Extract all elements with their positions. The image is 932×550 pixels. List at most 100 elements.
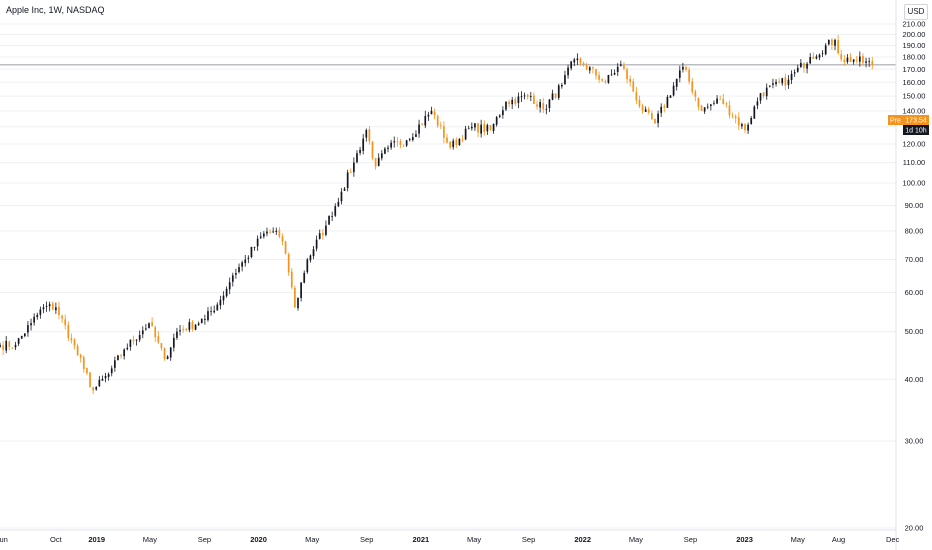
candle-body — [120, 355, 122, 356]
candle-body — [182, 329, 184, 330]
currency-button[interactable]: USD — [904, 4, 928, 20]
candle-body — [362, 138, 365, 151]
candle-body — [619, 64, 622, 66]
candle-body — [253, 246, 256, 248]
candle-body — [470, 126, 473, 129]
candle-body — [526, 94, 529, 97]
candle-body — [855, 59, 858, 61]
time-tick-label: 2021 — [412, 535, 429, 544]
candle-body — [865, 61, 867, 63]
time-axis[interactable]: Jun Oct 2019 May Sep 2020 May Sep 2021 May Sep 2022… — [0, 535, 900, 544]
candle-body — [76, 345, 79, 355]
candle-body — [753, 106, 756, 119]
candle-body — [191, 322, 194, 329]
candle-body — [713, 102, 715, 104]
candle-body — [467, 128, 470, 130]
candle-body — [135, 339, 138, 341]
candle-body — [651, 113, 653, 120]
time-tick-label: May — [305, 535, 319, 544]
candle-body — [14, 344, 17, 348]
price-axis-background — [896, 0, 932, 550]
candle-body — [474, 123, 476, 128]
price-tick-label: 90.00 — [905, 201, 924, 210]
candle-body — [837, 40, 839, 54]
candle-body — [517, 96, 520, 104]
candle-body — [275, 230, 278, 233]
candle-body — [387, 147, 389, 149]
candle-body — [297, 297, 299, 309]
candle-body — [95, 387, 98, 390]
candle-body — [678, 70, 681, 78]
candle-body — [638, 100, 641, 107]
candle-body — [601, 78, 604, 81]
candle-body — [675, 78, 678, 87]
candle-body — [862, 55, 864, 63]
candle-body — [337, 201, 340, 207]
candle-body — [89, 372, 91, 387]
price-tick-label: 150.00 — [903, 92, 926, 101]
candle-body — [123, 349, 126, 357]
candle-body — [64, 319, 67, 326]
candle-body — [452, 140, 455, 148]
candle-body — [219, 299, 222, 306]
candle-body — [157, 336, 160, 343]
candle-body — [657, 113, 659, 123]
candle-body — [694, 91, 697, 97]
candle-body — [719, 98, 722, 100]
candle-body — [741, 124, 743, 127]
candle-body — [287, 254, 290, 273]
candle-body — [818, 54, 821, 58]
candle-body — [800, 62, 802, 67]
candle-body — [840, 54, 843, 60]
price-tick-label: 120.00 — [903, 140, 926, 149]
candle-body — [107, 374, 110, 377]
candle-body — [42, 307, 45, 310]
candle-body — [300, 282, 302, 299]
candle-body — [331, 216, 333, 217]
candle-body — [505, 101, 507, 110]
candle-body — [58, 306, 60, 316]
candle-body — [194, 324, 197, 330]
candle-body — [0, 344, 1, 348]
price-tick-label: 170.00 — [903, 65, 926, 74]
candle-body — [647, 109, 650, 113]
candle-body — [241, 262, 243, 267]
candle-body — [104, 376, 107, 379]
candle-body — [784, 77, 787, 86]
candle-body — [402, 145, 405, 147]
candle-body — [486, 125, 489, 132]
candle-body — [821, 53, 824, 55]
candle-body — [480, 124, 482, 134]
candle-body — [340, 191, 343, 202]
candle-body — [772, 83, 774, 85]
candle-body — [598, 75, 600, 80]
candle-body — [148, 323, 150, 328]
candle-body — [250, 246, 253, 258]
candle-body — [114, 360, 116, 368]
candle-body — [126, 347, 129, 350]
candle-body — [185, 328, 188, 331]
candle-body — [508, 101, 510, 105]
candle-body — [384, 148, 386, 154]
price-tick-label: 210.00 — [903, 20, 926, 29]
candle-body — [812, 56, 815, 59]
candle-body — [67, 324, 70, 339]
candle-body — [399, 141, 402, 145]
candle-body — [682, 66, 684, 70]
candle-body — [523, 95, 526, 97]
candle-body — [290, 271, 293, 288]
candle-body — [82, 357, 85, 369]
candle-body — [312, 249, 315, 257]
chart-title: Apple Inc, 1W, NASDAQ — [6, 5, 105, 15]
candle-body — [706, 106, 709, 108]
candle-body — [412, 137, 414, 140]
candle-body — [629, 78, 631, 83]
candle-body — [294, 287, 296, 308]
candle-body — [514, 99, 517, 105]
time-tick-label: 2023 — [736, 535, 753, 544]
candle-body — [449, 141, 451, 148]
price-tick-label: 180.00 — [903, 53, 926, 62]
candle-body — [663, 106, 666, 108]
candle-body — [616, 66, 619, 73]
